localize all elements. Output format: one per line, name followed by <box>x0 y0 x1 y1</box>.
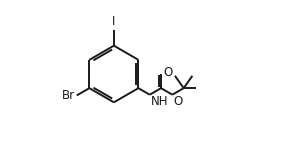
Text: Br: Br <box>62 89 75 102</box>
Text: O: O <box>163 66 173 79</box>
Text: NH: NH <box>150 95 168 108</box>
Text: I: I <box>112 15 115 28</box>
Text: O: O <box>173 95 182 108</box>
